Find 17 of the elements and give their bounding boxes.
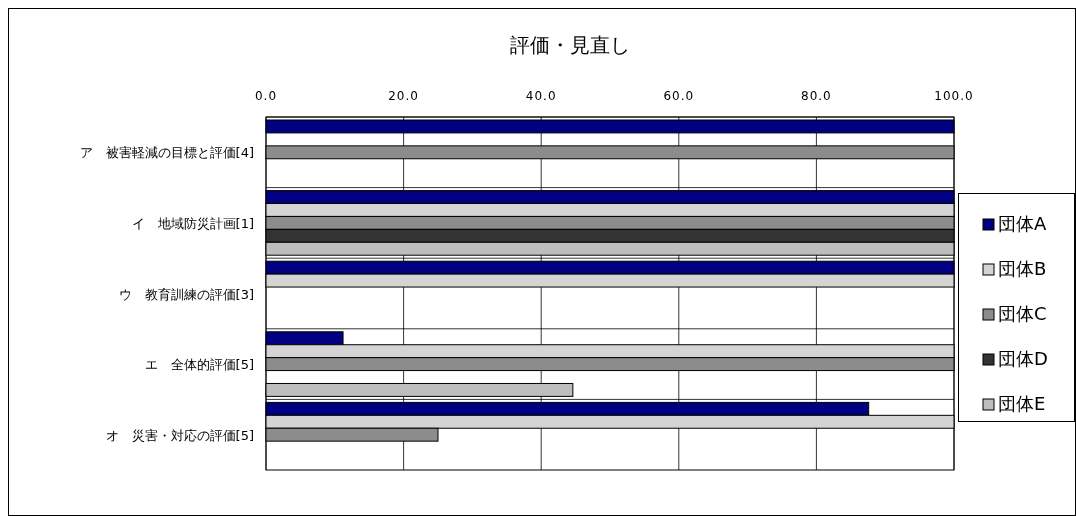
- x-tick-label: 0.0: [254, 89, 278, 103]
- x-tick-label: 20.0: [388, 89, 419, 103]
- legend-label: 団体C: [998, 303, 1047, 324]
- x-tick-label: 40.0: [525, 89, 557, 103]
- legend-label: 団体D: [998, 348, 1048, 369]
- y-tick-label: エ 全体的評価[5]: [144, 357, 254, 373]
- y-tick-label: ウ 教育訓練の評価[3]: [118, 286, 254, 302]
- y-tick-label: ア 被害軽減の目標と評価[4]: [79, 145, 254, 161]
- y-tick-label: オ 災害・対応の評価[5]: [105, 427, 254, 443]
- legend-label: 団体B: [998, 258, 1047, 279]
- x-tick-label: 60.0: [663, 89, 695, 103]
- x-tick-label: 80.0: [801, 89, 832, 103]
- legend-label: 団体A: [998, 213, 1047, 234]
- legend-label: 団体E: [998, 393, 1046, 414]
- y-tick-label: イ 地域防災計画[1]: [131, 215, 254, 231]
- chart-title: 評価・見直し: [510, 33, 630, 57]
- x-tick-label: 100.0: [934, 89, 974, 103]
